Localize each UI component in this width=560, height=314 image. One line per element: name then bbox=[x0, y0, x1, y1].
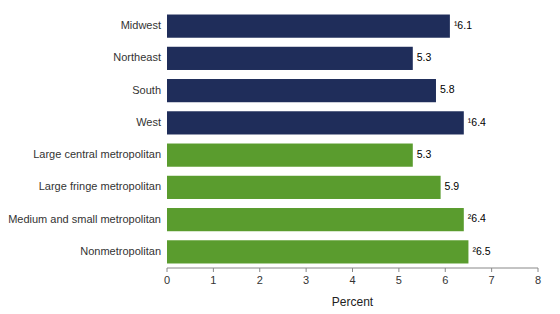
tick-mark bbox=[538, 268, 539, 272]
data-label: 5.3 bbox=[417, 148, 432, 160]
tick-label: 2 bbox=[257, 274, 263, 286]
tick-label: 8 bbox=[535, 274, 541, 286]
category-label: Nonmetropolitan bbox=[80, 245, 161, 257]
data-label: 5.8 bbox=[440, 83, 455, 95]
data-label: ¹6.1 bbox=[454, 19, 472, 31]
tick-label: 6 bbox=[442, 274, 448, 286]
bar bbox=[167, 208, 464, 231]
category-label: Medium and small metropolitan bbox=[8, 213, 161, 225]
tick-mark bbox=[167, 268, 168, 272]
category-label: West bbox=[136, 116, 161, 128]
tick-label: 5 bbox=[396, 274, 402, 286]
category-label: Large fringe metropolitan bbox=[39, 180, 161, 192]
data-label: ²6.4 bbox=[468, 212, 486, 224]
tick-mark bbox=[491, 268, 492, 272]
data-label: 5.9 bbox=[445, 180, 460, 192]
tick-mark bbox=[445, 268, 446, 272]
bar bbox=[167, 111, 464, 134]
bar bbox=[167, 240, 468, 263]
x-axis-label: Percent bbox=[332, 295, 374, 309]
tick-mark bbox=[213, 268, 214, 272]
bar bbox=[167, 144, 413, 167]
tick-label: 0 bbox=[164, 274, 170, 286]
bar bbox=[167, 47, 413, 70]
category-label: Midwest bbox=[121, 19, 161, 31]
tick-mark bbox=[306, 268, 307, 272]
bar bbox=[167, 176, 441, 199]
tick-mark bbox=[352, 268, 353, 272]
category-label: Large central metropolitan bbox=[33, 148, 161, 160]
data-label: ²6.5 bbox=[472, 245, 490, 257]
category-label: Northeast bbox=[113, 51, 161, 63]
data-label: ¹6.4 bbox=[468, 116, 486, 128]
chart: Midwest Northeast South West Large central m… bbox=[0, 0, 560, 314]
bar bbox=[167, 15, 450, 38]
tick-label: 4 bbox=[349, 274, 355, 286]
bars bbox=[167, 15, 468, 264]
bar bbox=[167, 79, 436, 102]
tick-mark bbox=[398, 268, 399, 272]
data-label: 5.3 bbox=[417, 51, 432, 63]
tick-label: 3 bbox=[303, 274, 309, 286]
tick-label: 1 bbox=[210, 274, 216, 286]
tick-mark bbox=[259, 268, 260, 272]
tick-label: 7 bbox=[489, 274, 495, 286]
category-label: South bbox=[132, 84, 161, 96]
